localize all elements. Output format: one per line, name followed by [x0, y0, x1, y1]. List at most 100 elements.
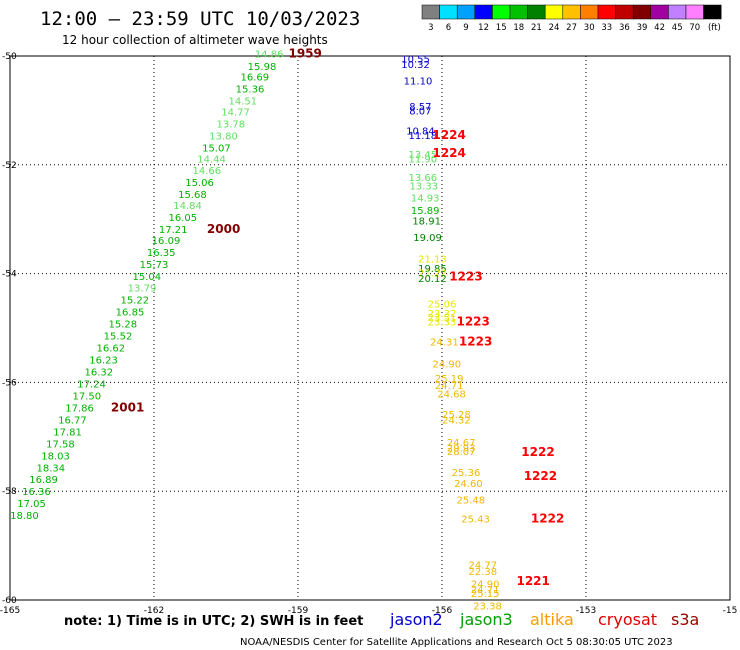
- color-swatch: [703, 4, 722, 20]
- data-point: 24.71: [471, 585, 500, 596]
- data-point: 16.35: [147, 248, 176, 259]
- data-point: 25.28: [442, 410, 471, 421]
- color-swatch: [632, 4, 652, 20]
- data-point: 17.86: [65, 403, 94, 414]
- data-point: 24.68: [437, 389, 466, 400]
- satellite-legend-altika: altika: [530, 610, 574, 629]
- color-scale-label: 3: [428, 23, 433, 33]
- data-point: 14.51: [228, 97, 257, 108]
- color-swatch: [597, 4, 616, 20]
- time-label: 1222: [531, 511, 564, 525]
- x-tick-label: -156: [432, 606, 453, 616]
- x-tick-label: -162: [144, 606, 164, 616]
- data-point: 16.05: [168, 213, 197, 224]
- data-point: 17.05: [17, 499, 46, 510]
- color-scale-label: 15: [496, 23, 507, 33]
- data-point: 15.06: [185, 178, 214, 189]
- time-label: 1223: [456, 314, 489, 328]
- data-point: 16.69: [240, 73, 269, 84]
- data-point: 23.38: [473, 601, 502, 612]
- time-label: 1222: [521, 445, 554, 459]
- color-swatch: [509, 4, 528, 20]
- color-swatch: [527, 4, 546, 20]
- data-point: 17.50: [72, 391, 101, 402]
- data-point: 18.34: [36, 463, 65, 474]
- color-swatch: [668, 4, 687, 20]
- color-scale-label: 6: [446, 23, 451, 33]
- color-swatch: [615, 4, 634, 20]
- data-point: 17.81: [53, 427, 82, 438]
- color-swatch: [580, 4, 599, 20]
- time-label: 2001: [111, 400, 144, 414]
- time-labels: 1959 2000 2001 1224 1224 1223 1223 1223 1222 1222…: [111, 46, 564, 588]
- data-points: 14.86 15.9816.6915.3614.5114.7713.7813.80…: [10, 49, 502, 612]
- data-point: 13.33: [409, 181, 438, 192]
- color-scale-label: (ft): [708, 23, 721, 33]
- y-tick-label: -52: [2, 161, 17, 171]
- time-label: 1224: [432, 146, 465, 160]
- time-label: 1221: [516, 574, 549, 588]
- data-point: 15.89: [411, 206, 440, 217]
- x-tick-label: -165: [0, 606, 20, 616]
- chart-title: 12:00 – 23:59 UTC 10/03/2023: [40, 8, 360, 30]
- data-point: 20.12: [418, 274, 447, 285]
- data-point: 11.18: [408, 131, 437, 142]
- data-point: 22.38: [468, 567, 497, 578]
- color-scale-label: 21: [531, 23, 542, 33]
- data-point: 24.32: [442, 415, 471, 426]
- data-point: 16.89: [29, 475, 58, 486]
- data-point: 16.62: [96, 344, 125, 355]
- data-point: 13.79: [128, 284, 157, 295]
- satellite-legend-cryosat: cryosat: [598, 610, 657, 629]
- data-point: 13.80: [209, 131, 238, 142]
- data-point: 19.09: [413, 233, 442, 244]
- data-point: 24.77: [468, 561, 497, 572]
- time-label: 1223: [459, 335, 492, 349]
- data-point: 15.98: [248, 62, 277, 73]
- data-point: 24.71: [435, 381, 464, 392]
- y-tick-label: -50: [2, 52, 17, 62]
- time-label: 1224: [432, 128, 465, 142]
- color-swatch: [685, 4, 704, 20]
- color-scale-label: 30: [584, 23, 595, 33]
- x-tick-label: -15: [723, 606, 738, 616]
- data-point: 25.48: [456, 495, 485, 506]
- data-point: 24.67: [447, 438, 476, 449]
- data-point: 23.33: [428, 317, 457, 328]
- y-tick-labels: -50 -52 -54 -56 -58 -60: [2, 52, 17, 606]
- data-point: 21.22: [418, 269, 447, 280]
- color-scale-label: 27: [566, 23, 577, 33]
- data-point: 29.93: [447, 444, 476, 455]
- data-point: 8.07: [409, 106, 431, 117]
- data-point: 10.55: [401, 55, 430, 66]
- color-swatch: [474, 4, 493, 20]
- y-tick-label: -56: [2, 378, 17, 388]
- color-swatch: [456, 4, 476, 20]
- plot-area: -50-52-54-56-58-60 -165 -162 -159 -156 -153-…: [0, 46, 737, 616]
- data-point: 16.36: [22, 487, 51, 498]
- color-scale-label: 70: [689, 23, 700, 33]
- data-point: 14.44: [197, 154, 226, 165]
- data-point: 15.28: [108, 320, 137, 331]
- color-swatch: [650, 4, 669, 20]
- color-scale-label: 9: [463, 23, 468, 33]
- color-scale-label: 42: [654, 23, 665, 33]
- color-swatch: [421, 4, 440, 20]
- data-point: 10.32: [401, 60, 430, 71]
- data-point: 13.78: [216, 119, 245, 130]
- data-point: 16.23: [89, 356, 118, 367]
- footer-note: note: 1) Time is in UTC; 2) SWH is in fe…: [64, 614, 363, 629]
- data-point: 10.84: [406, 127, 435, 138]
- data-point: 14.77: [221, 107, 250, 118]
- data-point: 15.04: [132, 272, 161, 283]
- x-tick-labels: -165 -162 -159 -156 -153 -15: [0, 606, 737, 616]
- plot-frame: [9, 55, 731, 601]
- data-point: 15.52: [104, 332, 133, 343]
- data-point: 15.07: [202, 143, 231, 154]
- data-point: 23.32: [428, 309, 457, 320]
- data-point: 13.66: [408, 173, 437, 184]
- data-point: 24.31: [430, 338, 459, 349]
- data-point: 14.66: [192, 166, 221, 177]
- data-point: 14.93: [411, 193, 440, 204]
